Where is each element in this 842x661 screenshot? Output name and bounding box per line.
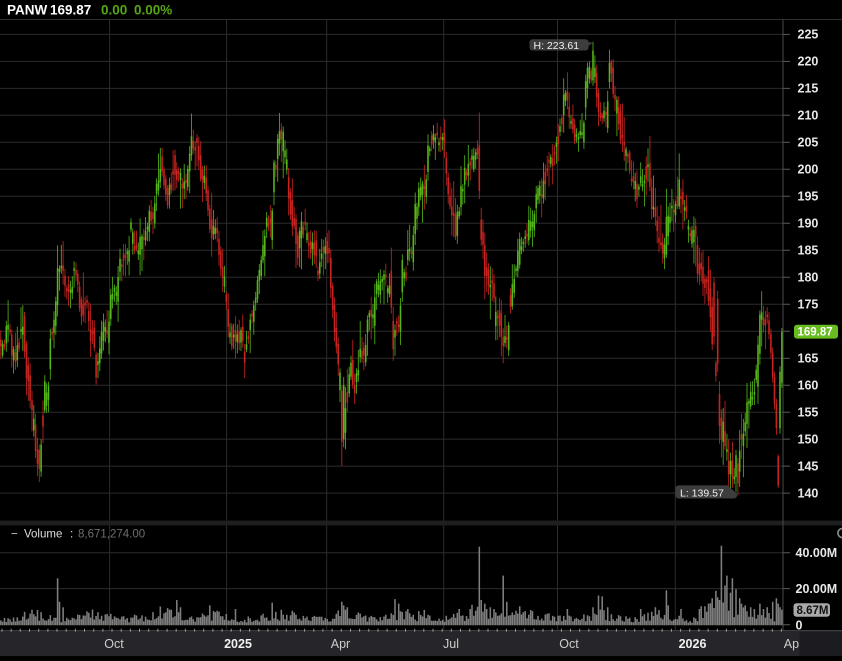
svg-text:2026: 2026 — [679, 637, 707, 651]
svg-text:155: 155 — [798, 406, 819, 420]
svg-text:L: 139.57: L: 139.57 — [680, 487, 724, 499]
svg-text:8.67M: 8.67M — [797, 605, 829, 617]
svg-text:160: 160 — [798, 379, 819, 393]
svg-text:8,671,274.00: 8,671,274.00 — [78, 529, 145, 541]
svg-text:205: 205 — [798, 136, 819, 150]
svg-text:H: 223.61: H: 223.61 — [534, 40, 580, 52]
svg-text:165: 165 — [798, 352, 819, 366]
svg-text:195: 195 — [798, 190, 819, 204]
svg-text:215: 215 — [798, 82, 819, 96]
svg-text:200: 200 — [798, 163, 819, 177]
svg-text:145: 145 — [798, 459, 819, 473]
svg-text:169.87: 169.87 — [798, 327, 833, 339]
svg-text:Apr: Apr — [331, 637, 350, 651]
svg-text:2025: 2025 — [224, 637, 252, 651]
svg-text:190: 190 — [798, 217, 819, 231]
svg-text:40.00M: 40.00M — [796, 546, 838, 560]
svg-text:Volume: Volume — [24, 529, 62, 541]
svg-text:210: 210 — [798, 109, 819, 123]
svg-text:180: 180 — [798, 271, 819, 285]
svg-text:175: 175 — [798, 298, 819, 312]
svg-text:Oct: Oct — [559, 637, 579, 651]
svg-text:140: 140 — [798, 486, 819, 500]
svg-text:−: − — [11, 529, 18, 541]
svg-text:PANW: PANW — [7, 3, 48, 18]
svg-text:Oct: Oct — [104, 637, 124, 651]
svg-text:150: 150 — [798, 432, 819, 446]
svg-text:169.87: 169.87 — [50, 3, 91, 18]
svg-text:225: 225 — [798, 28, 819, 42]
svg-text:0.00%: 0.00% — [134, 3, 172, 18]
svg-text:Jul: Jul — [443, 637, 459, 651]
svg-text:20.00M: 20.00M — [796, 582, 838, 596]
svg-text:220: 220 — [798, 55, 819, 69]
svg-text:0.00: 0.00 — [101, 3, 127, 18]
svg-text::: : — [70, 529, 73, 541]
svg-text:185: 185 — [798, 244, 819, 258]
